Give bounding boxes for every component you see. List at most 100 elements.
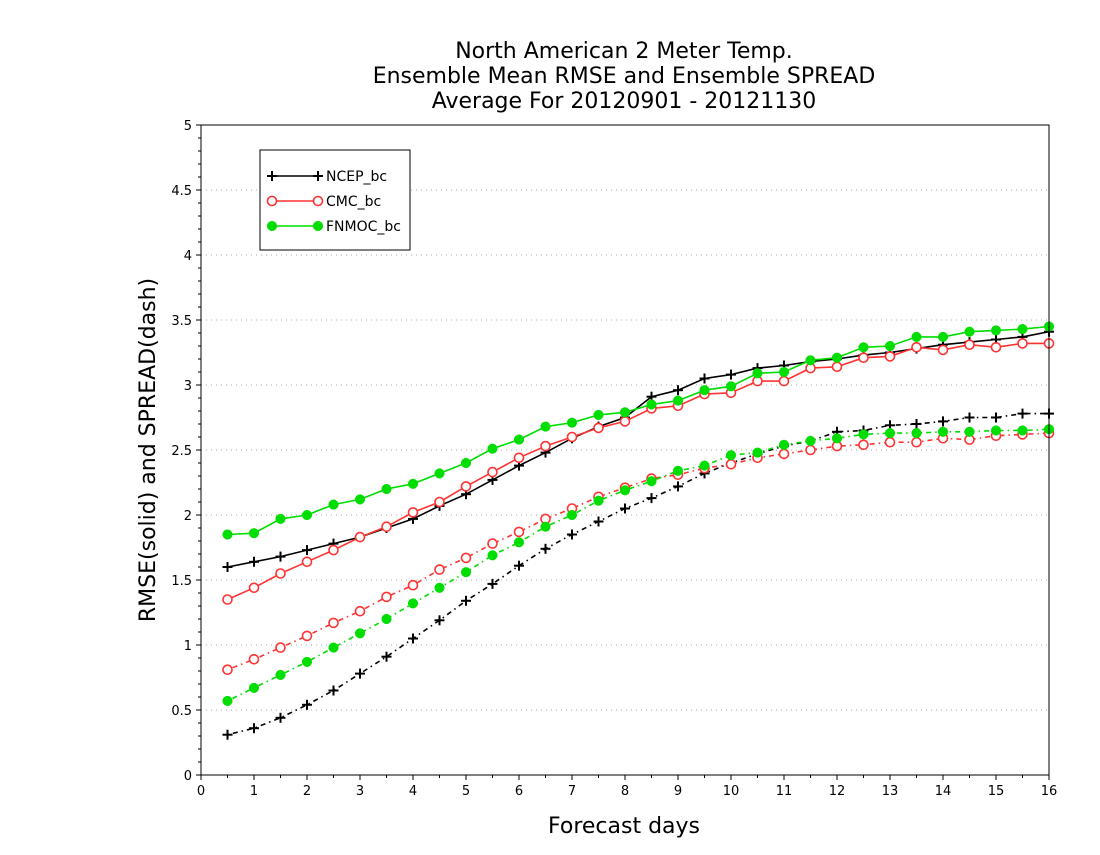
point-spread-NCEP_bc-1 — [249, 723, 259, 734]
point-spread-NCEP_bc-26 — [911, 419, 922, 429]
point-rmse-FNMOC_bc-0 — [222, 529, 233, 540]
y-tick-label-3: 1.5 — [171, 574, 192, 589]
x-tick-label-3: 3 — [356, 784, 364, 799]
y-tick-label-9: 4.5 — [171, 184, 192, 199]
series-CMC_bc — [222, 338, 1055, 676]
point-spread-NCEP_bc-27 — [938, 416, 948, 427]
legend-box — [259, 149, 411, 251]
point-spread-FNMOC_bc-0 — [222, 695, 233, 706]
point-rmse-FNMOC_bc-12 — [540, 421, 551, 432]
point-spread-CMC_bc-3 — [301, 630, 313, 642]
y-tick-label-10: 5 — [184, 119, 192, 134]
legend-item-CMC_bc: CMC_bc — [266, 194, 381, 210]
point-spread-NCEP_bc-4 — [328, 685, 339, 696]
point-rmse-CMC_bc-3 — [301, 556, 313, 568]
x-tick-label-6: 6 — [515, 784, 523, 799]
point-spread-FNMOC_bc-2 — [275, 669, 286, 680]
legend-label-FNMOC_bc: FNMOC_bc — [326, 219, 401, 235]
point-rmse-CMC_bc-15 — [619, 416, 631, 427]
point-spread-FNMOC_bc-5 — [354, 628, 366, 639]
point-rmse-CMC_bc-8 — [434, 496, 445, 508]
point-spread-NCEP_bc-12 — [540, 543, 551, 554]
point-rmse-FNMOC_bc-27 — [937, 331, 949, 342]
point-spread-NCEP_bc-29 — [991, 412, 1001, 423]
y-tick-label-4: 2 — [184, 509, 192, 524]
y-tick-label-2: 1 — [184, 639, 192, 654]
point-spread-CMC_bc-4 — [328, 617, 339, 629]
point-spread-NCEP_bc-16 — [646, 493, 657, 504]
point-rmse-FNMOC_bc-26 — [911, 331, 922, 342]
x-tick-label-1: 1 — [250, 784, 258, 799]
point-spread-NCEP_bc-7 — [408, 633, 418, 644]
point-spread-FNMOC_bc-21 — [778, 439, 790, 450]
title-line-2: Ensemble Mean RMSE and Ensemble SPREAD — [373, 64, 876, 89]
point-spread-NCEP_bc-28 — [964, 412, 975, 423]
point-rmse-CMC_bc-14 — [593, 422, 604, 434]
x-tick-label-15: 15 — [988, 784, 1005, 799]
point-rmse-CMC_bc-21 — [778, 375, 790, 387]
point-rmse-FNMOC_bc-21 — [778, 366, 790, 378]
point-spread-CMC_bc-5 — [354, 605, 366, 617]
point-rmse-FNMOC_bc-23 — [831, 352, 843, 363]
series-NCEP_bc — [222, 326, 1054, 740]
point-spread-CMC_bc-19 — [725, 458, 737, 470]
point-spread-NCEP_bc-13 — [567, 529, 577, 540]
series-line-spread-CMC_bc — [227, 432, 1049, 671]
y-tick-label-0: 0 — [184, 769, 192, 784]
point-rmse-FNMOC_bc-15 — [619, 407, 631, 418]
point-rmse-FNMOC_bc-5 — [354, 494, 366, 505]
point-spread-FNMOC_bc-6 — [381, 613, 392, 625]
point-spread-FNMOC_bc-27 — [937, 426, 949, 437]
y-tick-label-1: 0.5 — [171, 704, 192, 719]
point-rmse-FNMOC_bc-29 — [990, 325, 1002, 336]
point-rmse-CMC_bc-4 — [328, 544, 339, 556]
point-rmse-CMC_bc-0 — [222, 594, 233, 605]
point-spread-CMC_bc-7 — [407, 579, 419, 591]
x-tick-label-11: 11 — [776, 784, 793, 799]
point-rmse-CMC_bc-30 — [1017, 338, 1028, 349]
point-spread-FNMOC_bc-29 — [990, 425, 1002, 436]
legend-item-NCEP_bc: NCEP_bc — [267, 169, 387, 185]
point-spread-FNMOC_bc-28 — [964, 426, 975, 437]
point-rmse-CMC_bc-7 — [407, 507, 419, 518]
point-rmse-CMC_bc-12 — [540, 440, 551, 452]
point-spread-NCEP_bc-0 — [222, 729, 233, 740]
point-spread-FNMOC_bc-20 — [752, 447, 763, 458]
point-spread-CMC_bc-22 — [805, 444, 816, 456]
point-spread-FNMOC_bc-1 — [248, 682, 260, 693]
point-spread-CMC_bc-24 — [858, 439, 869, 451]
point-spread-CMC_bc-0 — [222, 664, 233, 676]
point-rmse-FNMOC_bc-17 — [672, 395, 684, 406]
gridlines — [201, 189, 1049, 711]
point-spread-FNMOC_bc-17 — [672, 465, 684, 476]
x-tick-label-13: 13 — [882, 784, 899, 799]
x-tick-label-4: 4 — [409, 784, 417, 799]
legend-label-CMC_bc: CMC_bc — [326, 194, 381, 210]
point-rmse-FNMOC_bc-3 — [301, 509, 313, 521]
point-rmse-FNMOC_bc-24 — [858, 342, 869, 353]
point-rmse-FNMOC_bc-2 — [275, 513, 286, 524]
point-spread-NCEP_bc-30 — [1017, 408, 1028, 419]
point-spread-NCEP_bc-10 — [487, 578, 498, 589]
point-rmse-NCEP_bc-2 — [275, 551, 286, 562]
point-rmse-CMC_bc-11 — [513, 452, 525, 464]
title-line-1: North American 2 Meter Temp. — [455, 39, 793, 64]
point-rmse-FNMOC_bc-7 — [407, 478, 419, 489]
point-spread-FNMOC_bc-16 — [646, 476, 657, 487]
point-spread-FNMOC_bc-22 — [805, 435, 816, 446]
y-tick-label-8: 4 — [184, 249, 192, 264]
point-spread-FNMOC_bc-24 — [858, 429, 869, 440]
point-spread-NCEP_bc-6 — [381, 651, 392, 662]
point-rmse-FNMOC_bc-6 — [381, 483, 392, 495]
point-spread-CMC_bc-26 — [911, 436, 922, 448]
point-spread-CMC_bc-11 — [513, 526, 525, 538]
point-rmse-FNMOC_bc-22 — [805, 355, 816, 366]
chart-title: North American 2 Meter Temp.Ensemble Mea… — [373, 39, 876, 114]
series-line-rmse-CMC_bc — [227, 342, 1049, 601]
point-rmse-NCEP_bc-18 — [699, 373, 710, 384]
point-spread-FNMOC_bc-23 — [831, 433, 843, 444]
point-rmse-CMC_bc-28 — [964, 339, 975, 351]
legend-item-FNMOC_bc: FNMOC_bc — [266, 219, 401, 235]
